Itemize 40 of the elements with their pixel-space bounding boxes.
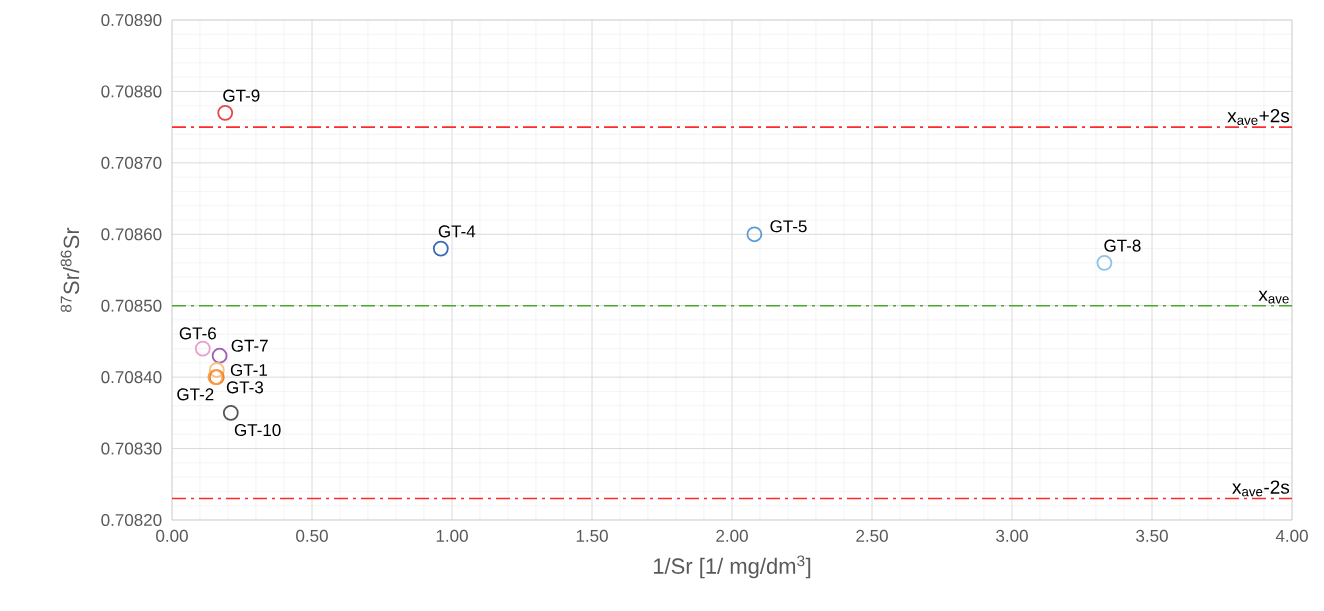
y-tick-label: 0.70880 [101,85,162,98]
x-tick-label: 0.50 [296,529,328,542]
x-tick-label: 2.50 [856,529,888,542]
point [194,340,211,357]
ref-line-label: x$_{ave}$-2s [1232,480,1290,497]
point [432,240,449,257]
series-label: GT-10 [234,424,281,437]
series-label: GT-4 [438,225,476,238]
x-tick-label: 2.00 [716,529,748,542]
x-tick-label: 1.00 [436,529,468,542]
point [208,362,225,378]
y-tick-label: 0.70820 [101,513,162,527]
series-label: GT-6 [179,327,216,340]
point [1096,254,1113,271]
y-tick-label: 0.70890 [101,13,162,27]
ref-line-label: x$_{ave}$+2s [1227,108,1290,125]
y-tick-label: 0.70870 [101,156,162,169]
x-tick-label: 4.00 [1275,529,1308,542]
series-label: GT-8 [1104,239,1141,252]
x-tick-label: 1.50 [576,529,608,542]
series-label: GT-2 [177,388,214,401]
y-tick-label: 0.70830 [101,442,162,455]
point [211,347,228,364]
y-tick-label: 0.70840 [101,371,162,384]
y-axis-title: $^{87}$Sr/$^{86}$Sr [60,227,80,313]
series-label: GT-9 [223,89,260,102]
x-tick-label: 3.00 [996,529,1028,542]
series-label: GT-1 [230,363,267,377]
x-tick-label: 3.50 [1136,529,1168,542]
series-label: GT-7 [231,339,268,352]
point [222,404,239,421]
x-tick-label: 0.00 [156,529,188,542]
point [217,104,234,121]
ref-line-label: x$_{ave}$ [1258,290,1289,304]
series-label: GT-3 [226,381,264,394]
y-tick-label: 0.70850 [101,299,162,312]
series-label: GT-5 [770,220,807,233]
point [746,226,763,243]
x-axis-title: 1/Sr [1/ mg/dm$^{3}$] [653,555,811,579]
y-tick-label: 0.70860 [101,228,162,241]
